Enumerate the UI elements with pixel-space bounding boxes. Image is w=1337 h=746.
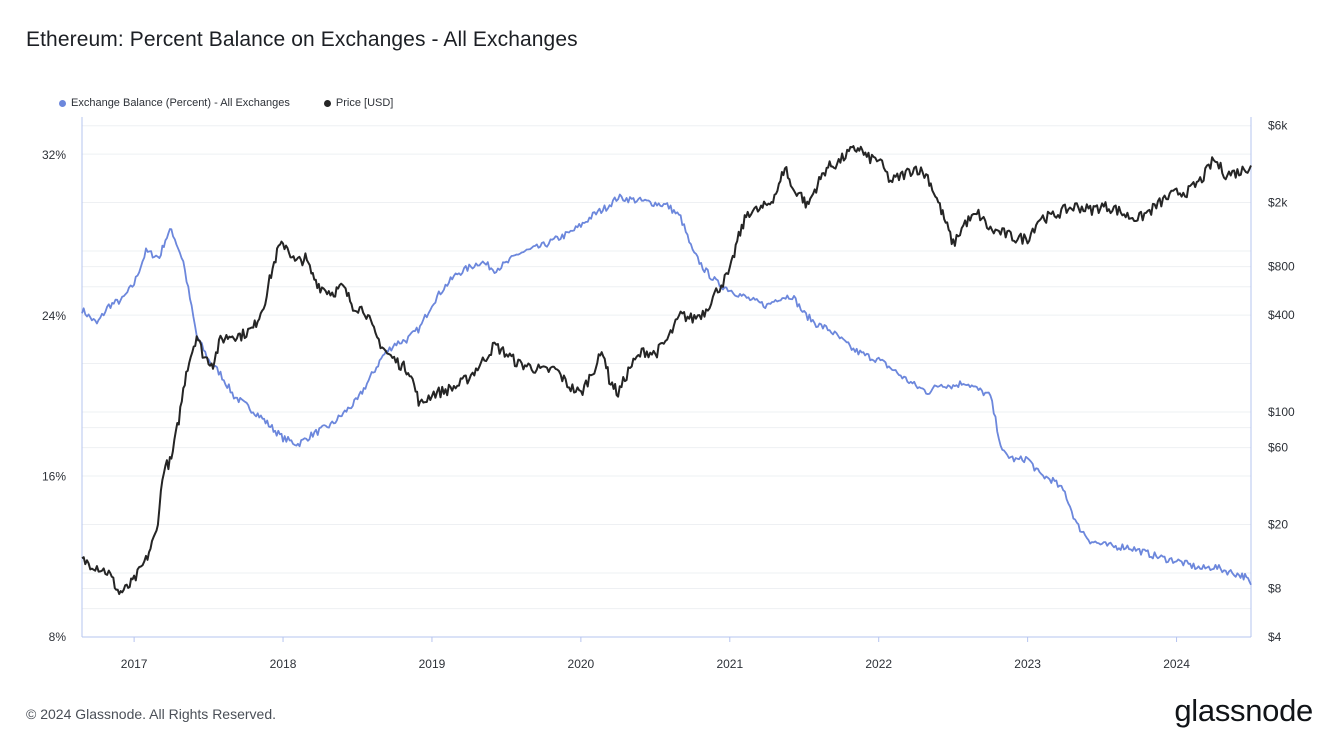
y-right-tick-label: $20 (1268, 517, 1288, 531)
y-right-tick-label: $60 (1268, 441, 1288, 455)
copyright-footer: © 2024 Glassnode. All Rights Reserved. (26, 706, 277, 722)
legend-item-balance[interactable]: Exchange Balance (Percent) - All Exchang… (59, 97, 290, 109)
y-right-tick-label: $800 (1268, 260, 1295, 274)
series-line-price (81, 145, 1252, 596)
y-right-tick-label: $400 (1268, 308, 1295, 322)
legend-marker-balance (59, 99, 66, 107)
chart-legend: Exchange Balance (Percent) - All Exchang… (59, 97, 393, 109)
y-right-tick-label: $2k (1268, 196, 1288, 210)
legend-label-price: Price [USD] (335, 97, 394, 109)
series-lines (81, 145, 1252, 596)
chart-title: Ethereum: Percent Balance on Exchanges -… (26, 28, 578, 51)
x-tick-label: 2018 (270, 657, 297, 671)
y-right-tick-label: $4 (1268, 630, 1282, 644)
chart-plot[interactable]: 2017 2018 2019 2020 2021 2022 2023 2024 8% 16% 24%… (0, 0, 1337, 690)
x-tick-label: 2024 (1163, 657, 1190, 671)
gridlines (82, 125, 1251, 638)
x-tick-label: 2017 (121, 657, 148, 671)
legend-label-balance: Exchange Balance (Percent) - All Exchang… (71, 97, 290, 109)
y-left-tick-label: 16% (42, 469, 66, 483)
x-tick-label: 2019 (419, 657, 446, 671)
legend-item-price[interactable]: Price [USD] (323, 97, 394, 109)
x-tick-label: 2023 (1014, 657, 1041, 671)
y-right-tick-label: $6k (1268, 119, 1288, 133)
axes (81, 117, 1252, 642)
y-right-tick-label: $100 (1268, 405, 1295, 419)
x-tick-label: 2021 (716, 657, 743, 671)
brand-logo: glassnode (1174, 693, 1313, 728)
y-right-tick-label: $8 (1268, 582, 1282, 596)
series-line-exchange-balance (81, 193, 1252, 586)
legend-marker-price (323, 99, 331, 107)
x-tick-label: 2020 (568, 657, 595, 671)
tick-labels: 2017 2018 2019 2020 2021 2022 2023 2024 8% 16% 24%… (42, 119, 1295, 671)
y-left-tick-label: 8% (49, 630, 67, 644)
y-left-tick-label: 32% (42, 148, 66, 162)
y-left-tick-label: 24% (42, 309, 66, 323)
x-tick-label: 2022 (865, 657, 892, 671)
